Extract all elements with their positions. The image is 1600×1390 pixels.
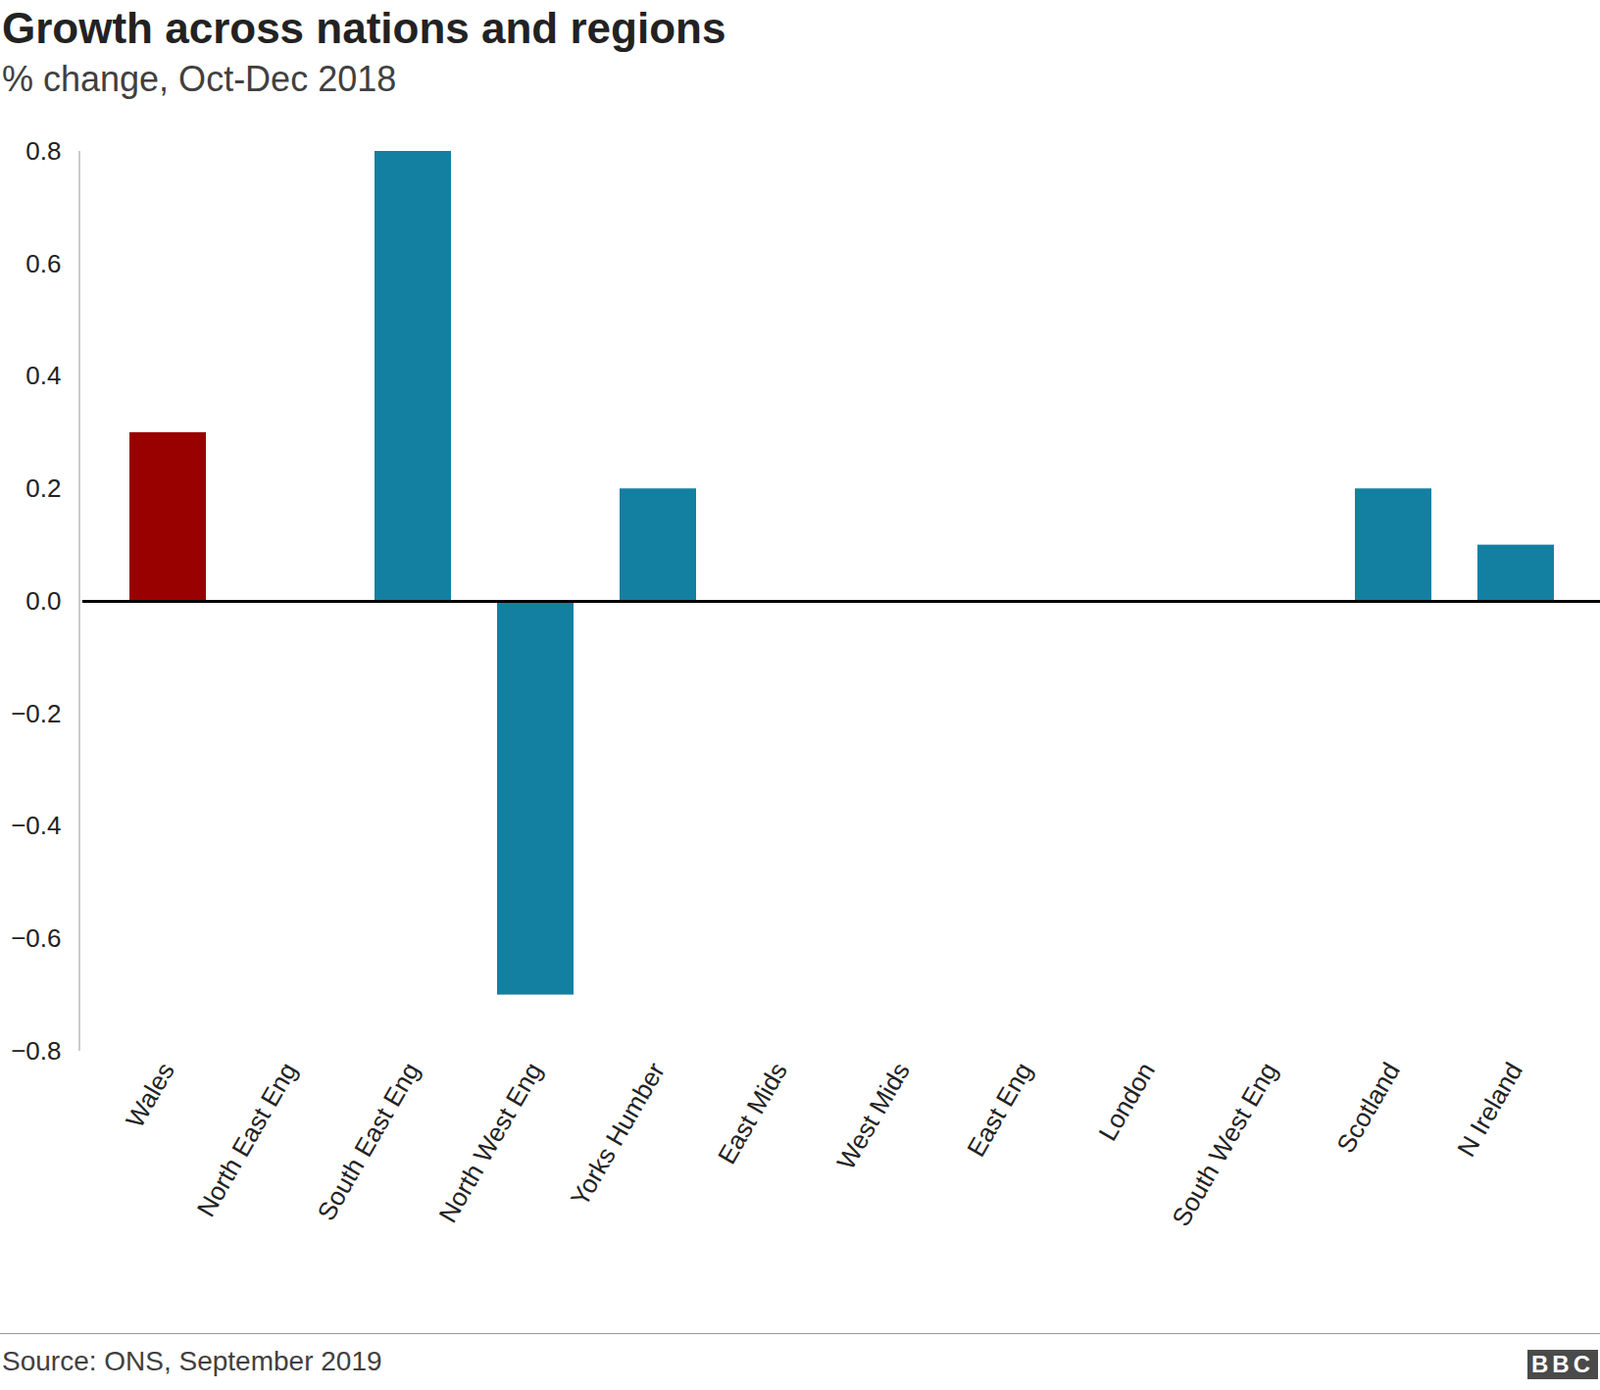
svg-text:East Eng: East Eng bbox=[960, 1057, 1039, 1162]
svg-text:London: London bbox=[1093, 1057, 1161, 1147]
html-text:% change, Oct-Dec 2018: % change, Oct-Dec 2018 bbox=[1, 58, 397, 100]
svg-text:0.2: 0.2 bbox=[25, 473, 61, 503]
svg-text:0.6: 0.6 bbox=[25, 249, 61, 279]
svg-text:−0.2: −0.2 bbox=[10, 699, 61, 729]
html-text:Source: ONS, September 2019: Source: ONS, September 2019 bbox=[1, 1346, 382, 1377]
html-text:BBC: BBC bbox=[1531, 1350, 1595, 1378]
svg-text:0.0: 0.0 bbox=[25, 586, 61, 616]
svg-text:Scotland: Scotland bbox=[1330, 1057, 1406, 1159]
svg-text:−0.8: −0.8 bbox=[10, 1036, 61, 1066]
html-text:Growth across nations and regi: Growth across nations and regions bbox=[1, 3, 726, 52]
svg-text:West Mids: West Mids bbox=[830, 1057, 915, 1176]
svg-text:−0.6: −0.6 bbox=[10, 923, 61, 953]
svg-text:0.4: 0.4 bbox=[25, 360, 61, 391]
svg-text:North West Eng: North West Eng bbox=[432, 1057, 549, 1229]
svg-text:0.8: 0.8 bbox=[25, 136, 61, 166]
svg-text:−0.4: −0.4 bbox=[10, 810, 61, 841]
svg-text:South West Eng: South West Eng bbox=[1165, 1057, 1284, 1232]
svg-text:N Ireland: N Ireland bbox=[1450, 1057, 1529, 1162]
svg-text:Wales: Wales bbox=[119, 1057, 181, 1134]
svg-text:Yorks Humber: Yorks Humber bbox=[564, 1056, 671, 1211]
svg-text:North East Eng: North East Eng bbox=[191, 1057, 303, 1223]
svg-text:East Mids: East Mids bbox=[711, 1057, 794, 1170]
svg-text:South East Eng: South East Eng bbox=[311, 1057, 426, 1226]
